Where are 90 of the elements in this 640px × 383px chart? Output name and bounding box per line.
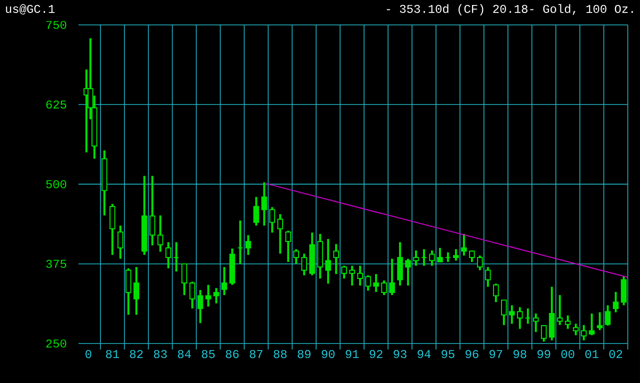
candlestick <box>588 312 595 336</box>
candlestick <box>532 312 539 333</box>
candlestick <box>397 241 403 286</box>
chart-title: us@GC.1 <box>6 4 55 14</box>
y-tick-label: 750 <box>46 20 66 29</box>
candlestick <box>325 238 332 284</box>
candlestick <box>293 248 300 265</box>
x-tick-label: 02 <box>609 350 622 358</box>
candlestick <box>341 264 348 280</box>
candlestick <box>365 274 371 292</box>
x-tick-label: 82 <box>130 350 143 358</box>
candlestick <box>149 174 156 246</box>
y-tick-label: 500 <box>46 180 66 188</box>
candlestick <box>413 249 419 267</box>
candlestick <box>596 311 603 331</box>
candlestick <box>540 324 547 342</box>
candlestick <box>285 230 292 263</box>
candlestick <box>133 266 140 316</box>
candlestick <box>213 286 220 304</box>
chart-subtitle: - 353.10d (CF) 20.18- Gold, 100 Oz. <box>386 4 633 16</box>
candlestick <box>381 279 387 296</box>
x-tick-label: 95 <box>442 350 454 358</box>
candlestick <box>389 258 395 296</box>
candlestick <box>237 219 244 265</box>
candlestick <box>556 294 563 326</box>
candlestick <box>349 264 355 286</box>
candlestick <box>157 214 164 253</box>
y-tick-label: 250 <box>46 339 66 348</box>
candlestick <box>524 307 531 325</box>
candlestick <box>373 272 379 293</box>
candlestick <box>165 241 172 270</box>
candlestick <box>253 196 260 226</box>
x-tick-label: 93 <box>394 350 406 358</box>
candlestick <box>357 264 363 286</box>
candlestick <box>453 248 459 262</box>
candlestick <box>277 212 284 254</box>
candlestick <box>301 252 308 276</box>
x-tick-label: 84 <box>178 350 191 358</box>
candlestick <box>620 274 627 306</box>
candlestick <box>612 290 619 314</box>
x-tick-label: 90 <box>322 350 335 358</box>
candlestick <box>110 202 116 256</box>
candlestick <box>261 181 268 226</box>
x-tick-label: 92 <box>370 350 382 358</box>
candlestick <box>117 224 124 260</box>
candlestick <box>509 304 515 325</box>
candlestick <box>445 251 451 263</box>
candlestick <box>125 267 132 316</box>
x-tick-label: 86 <box>226 350 239 358</box>
x-tick-label: 00 <box>561 350 574 358</box>
x-tick-label: 0 <box>86 350 92 358</box>
candlestick <box>461 232 467 256</box>
candlestick <box>604 304 611 326</box>
x-tick-label: 96 <box>466 350 478 358</box>
candlestick <box>493 282 499 303</box>
candlestick <box>564 314 571 330</box>
x-tick-label: 98 <box>514 350 526 358</box>
x-tick-label: 85 <box>202 350 215 358</box>
x-tick-label: 89 <box>298 350 310 358</box>
candlestick <box>269 206 276 234</box>
candlestick <box>421 248 427 267</box>
candlestick <box>572 322 579 336</box>
y-tick-label: 375 <box>46 260 66 268</box>
candlestick <box>181 262 188 296</box>
y-tick-label: 625 <box>46 100 66 108</box>
candlestick <box>501 299 507 326</box>
x-tick-label: 81 <box>106 350 119 358</box>
x-tick-label: 91 <box>346 350 359 358</box>
x-tick-label: 83 <box>154 350 167 358</box>
candlestick <box>333 242 340 275</box>
candlestick <box>580 324 587 342</box>
x-tick-label: 01 <box>585 350 598 358</box>
candlestick <box>197 288 204 324</box>
x-tick-label: 94 <box>418 350 431 358</box>
candlestick <box>437 246 443 263</box>
candlestick <box>429 249 435 267</box>
candlestick <box>189 280 196 310</box>
candlestick <box>485 266 491 288</box>
candlestick <box>405 258 411 286</box>
candlestick <box>245 234 252 256</box>
candlestick <box>205 284 212 308</box>
candlestick <box>516 306 523 330</box>
candlestick <box>477 254 483 272</box>
x-tick-label: 87 <box>250 350 262 358</box>
candlestick <box>173 241 180 272</box>
x-tick-label: 88 <box>274 350 287 358</box>
x-tick-label: 97 <box>490 350 502 358</box>
candlestick <box>221 266 228 296</box>
x-tick-label: 99 <box>538 350 550 358</box>
candlestick <box>548 286 555 342</box>
